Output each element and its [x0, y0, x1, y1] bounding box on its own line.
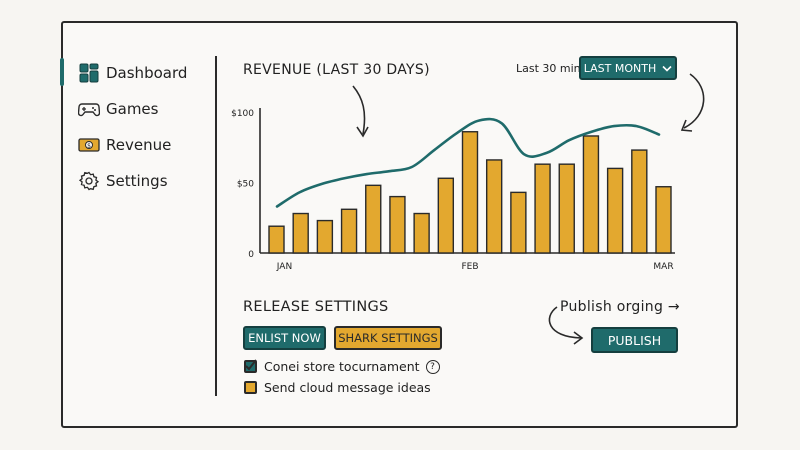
x-tick-label: FEB	[461, 262, 478, 272]
option-label: Send cloud message ideas	[264, 380, 431, 395]
revenue-chart: $100 $50 0 JAN FEB MAR	[231, 108, 675, 272]
sidebar-item-label: Settings	[106, 172, 168, 190]
bar	[437, 177, 455, 254]
bar	[461, 131, 479, 254]
sidebar-item-label: Games	[106, 100, 159, 118]
bar	[558, 163, 575, 254]
y-tick-label: $100	[231, 109, 254, 119]
bar	[316, 219, 334, 254]
store-tournament-checkbox[interactable]	[244, 359, 257, 373]
checkmark-icon	[245, 359, 257, 371]
bar	[389, 195, 406, 254]
gamepad-icon	[78, 98, 100, 120]
bar	[655, 186, 672, 254]
help-icon[interactable]: ?	[425, 359, 440, 374]
publish-button[interactable]: PUBLISH	[591, 327, 678, 353]
range-label: Last 30 min	[516, 62, 581, 75]
bar	[631, 149, 648, 254]
y-tick-label: 0	[248, 250, 254, 260]
chevron-down-icon	[662, 65, 672, 72]
active-indicator	[60, 58, 64, 86]
dashboard-icon	[78, 62, 100, 84]
x-tick-label: JAN	[276, 262, 292, 272]
svg-text:$: $	[87, 143, 91, 150]
cloud-message-checkbox[interactable]	[244, 381, 257, 394]
y-tick-label: $50	[237, 180, 254, 190]
x-tick-label: MAR	[653, 262, 673, 272]
bar	[510, 191, 527, 254]
annotation-arrow-right	[680, 73, 705, 132]
annotation-arrow-left	[352, 85, 369, 138]
option-store-tournament[interactable]: Conei store tocurnament ?	[244, 359, 440, 374]
option-label: Conei store tocurnament	[264, 359, 420, 374]
bar	[365, 184, 382, 254]
shark-settings-button[interactable]: SHARK SETTINGS	[334, 326, 442, 350]
sidebar-item-games[interactable]: Games	[78, 96, 158, 122]
bar	[534, 163, 551, 254]
bar	[582, 135, 600, 254]
bar	[292, 212, 309, 254]
sidebar-item-label: Dashboard	[106, 64, 188, 82]
money-icon: $	[78, 134, 100, 156]
bar	[485, 159, 503, 254]
chart-title: REVENUE (LAST 30 DAYS)	[243, 62, 430, 78]
annotation-arrow-publish	[548, 306, 584, 345]
bar	[606, 167, 624, 254]
enlist-now-button[interactable]: ENLIST NOW	[243, 326, 326, 350]
gear-icon	[78, 170, 100, 192]
sidebar-item-dashboard[interactable]: Dashboard	[78, 60, 187, 86]
publish-hint: Publish orging →	[560, 299, 680, 315]
sidebar-item-revenue[interactable]: $ Revenue	[78, 132, 171, 158]
bar	[268, 225, 285, 254]
range-dropdown-label: LAST MONTH	[583, 61, 657, 75]
sidebar-item-label: Revenue	[106, 136, 172, 154]
range-dropdown[interactable]: LAST MONTH	[579, 56, 677, 80]
sidebar-item-settings[interactable]: Settings	[78, 168, 168, 194]
bar	[340, 208, 358, 254]
sidebar-divider	[215, 56, 217, 396]
bar	[413, 212, 430, 254]
release-settings-title: RELEASE SETTINGS	[243, 299, 389, 315]
option-cloud-message[interactable]: Send cloud message ideas	[244, 380, 431, 395]
trend-line	[275, 117, 661, 208]
